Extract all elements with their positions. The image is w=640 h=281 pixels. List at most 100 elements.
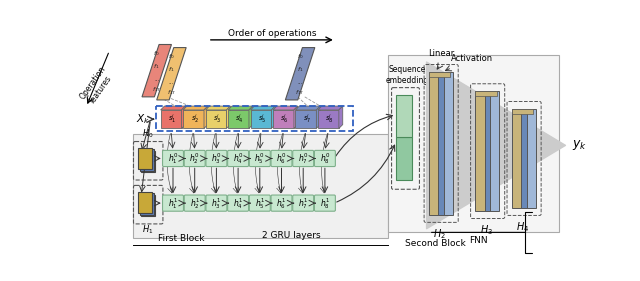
Polygon shape: [273, 106, 298, 110]
Polygon shape: [285, 47, 315, 100]
Polygon shape: [273, 110, 294, 128]
FancyBboxPatch shape: [140, 193, 154, 215]
Text: ...: ...: [298, 80, 303, 85]
Polygon shape: [318, 110, 339, 128]
Text: $f_1$: $f_1$: [154, 62, 160, 71]
Text: $H_2$: $H_2$: [433, 227, 446, 241]
Text: $f_1$: $f_1$: [297, 65, 303, 74]
Text: $X_k$: $X_k$: [136, 112, 150, 126]
Polygon shape: [228, 110, 249, 128]
Bar: [484, 92, 495, 211]
FancyBboxPatch shape: [292, 195, 314, 211]
FancyBboxPatch shape: [228, 195, 248, 211]
Bar: [438, 72, 449, 215]
Text: $f_0$: $f_0$: [168, 52, 175, 61]
Text: $f_0$: $f_0$: [297, 52, 303, 61]
Polygon shape: [250, 106, 275, 110]
Polygon shape: [142, 44, 172, 97]
Polygon shape: [339, 106, 343, 128]
Text: $s_1^i$: $s_1^i$: [168, 112, 177, 126]
Polygon shape: [161, 106, 186, 110]
FancyBboxPatch shape: [396, 137, 412, 180]
Text: $s_6^i$: $s_6^i$: [280, 112, 289, 126]
FancyBboxPatch shape: [250, 150, 270, 167]
Text: $y_k$: $y_k$: [572, 138, 587, 152]
FancyBboxPatch shape: [138, 192, 152, 213]
FancyBboxPatch shape: [228, 150, 248, 167]
Polygon shape: [183, 110, 204, 128]
Polygon shape: [182, 106, 186, 128]
Bar: [429, 72, 451, 215]
Text: $h_{4}^{0}$: $h_{4}^{0}$: [233, 151, 243, 166]
Polygon shape: [316, 106, 320, 128]
FancyBboxPatch shape: [163, 195, 184, 211]
Bar: [429, 72, 451, 77]
Text: $h_{2}^{1}$: $h_{2}^{1}$: [189, 196, 200, 210]
Text: $f_0$: $f_0$: [154, 49, 160, 58]
Polygon shape: [157, 47, 186, 100]
Bar: [444, 72, 453, 215]
Bar: [511, 109, 533, 114]
Text: $h_{3}^{1}$: $h_{3}^{1}$: [211, 196, 221, 210]
Text: Order of operations: Order of operations: [228, 29, 316, 38]
Text: $s_8^i$: $s_8^i$: [325, 112, 334, 126]
Polygon shape: [183, 106, 208, 110]
Text: $h_{8}^{0}$: $h_{8}^{0}$: [319, 151, 330, 166]
Polygon shape: [250, 110, 271, 128]
FancyBboxPatch shape: [388, 55, 559, 232]
Polygon shape: [296, 106, 320, 110]
Text: $h_{8}^{1}$: $h_{8}^{1}$: [320, 196, 330, 210]
Text: $h_{1}^{1}$: $h_{1}^{1}$: [168, 196, 178, 210]
FancyBboxPatch shape: [184, 150, 205, 167]
FancyBboxPatch shape: [250, 195, 270, 211]
Text: $s_5^i$: $s_5^i$: [258, 112, 266, 126]
FancyBboxPatch shape: [314, 150, 335, 167]
Polygon shape: [296, 110, 316, 128]
FancyBboxPatch shape: [138, 148, 152, 169]
Text: $h_{2}^{0}$: $h_{2}^{0}$: [189, 151, 200, 166]
Text: $h_{7}^{0}$: $h_{7}^{0}$: [298, 151, 308, 166]
Text: $h_{6}^{1}$: $h_{6}^{1}$: [276, 196, 287, 210]
FancyBboxPatch shape: [206, 150, 227, 167]
Text: $s_4^i$: $s_4^i$: [236, 112, 244, 126]
Polygon shape: [228, 106, 253, 110]
Text: Linear: Linear: [428, 49, 454, 58]
Text: 2 GRU layers: 2 GRU layers: [262, 231, 320, 240]
Polygon shape: [249, 106, 253, 128]
Text: Operation
features: Operation features: [78, 65, 116, 107]
Polygon shape: [204, 106, 208, 128]
FancyBboxPatch shape: [184, 195, 205, 211]
FancyBboxPatch shape: [141, 195, 155, 216]
Text: $s_2^i$: $s_2^i$: [191, 112, 199, 126]
Polygon shape: [227, 106, 230, 128]
Text: $h_{5}^{0}$: $h_{5}^{0}$: [255, 151, 265, 166]
Text: $H_3$: $H_3$: [479, 223, 493, 237]
Bar: [490, 92, 499, 211]
Text: $f_1$: $f_1$: [168, 65, 175, 74]
Text: $h_{4}^{1}$: $h_{4}^{1}$: [233, 196, 243, 210]
Polygon shape: [205, 106, 230, 110]
FancyBboxPatch shape: [396, 95, 412, 137]
Bar: [511, 109, 533, 208]
Text: First Block: First Block: [157, 234, 204, 243]
Polygon shape: [318, 106, 343, 110]
Text: $h_{5}^{1}$: $h_{5}^{1}$: [255, 196, 265, 210]
FancyBboxPatch shape: [292, 150, 314, 167]
Text: $H_1$: $H_1$: [143, 224, 154, 236]
FancyBboxPatch shape: [140, 149, 154, 171]
Bar: [476, 92, 497, 96]
FancyBboxPatch shape: [141, 151, 155, 172]
Text: $s_7^i$: $s_7^i$: [303, 112, 311, 126]
Text: $h_{6}^{0}$: $h_{6}^{0}$: [276, 151, 287, 166]
FancyBboxPatch shape: [271, 150, 292, 167]
Text: $h_{3}^{0}$: $h_{3}^{0}$: [211, 151, 221, 166]
Polygon shape: [161, 110, 182, 128]
Polygon shape: [205, 110, 227, 128]
Polygon shape: [294, 106, 298, 128]
Text: $f_{17}$: $f_{17}$: [296, 89, 305, 98]
FancyBboxPatch shape: [163, 150, 184, 167]
Text: ...: ...: [154, 78, 159, 82]
Text: $H_0$: $H_0$: [142, 128, 154, 140]
Text: $s_3^i$: $s_3^i$: [213, 112, 221, 126]
Text: $h_{7}^{1}$: $h_{7}^{1}$: [298, 196, 308, 210]
